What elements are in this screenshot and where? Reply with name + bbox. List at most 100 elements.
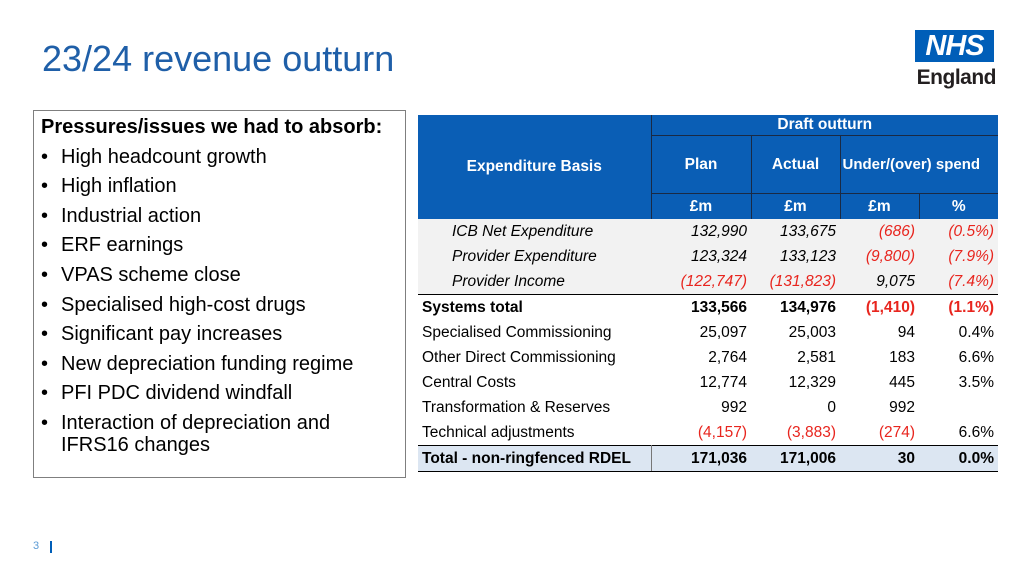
page-number: 3 bbox=[33, 540, 40, 552]
cell-actual: 134,976 bbox=[751, 294, 840, 320]
pressures-list: • High headcount growth • High inflation •… bbox=[41, 146, 399, 456]
cell-plan: 132,990 bbox=[690, 222, 747, 240]
header-actual: Actual bbox=[750, 135, 840, 194]
nhs-logo-text: NHS bbox=[925, 29, 984, 62]
row-label: ICB Net Expenditure bbox=[452, 222, 594, 240]
list-item: • Significant pay increases bbox=[41, 323, 283, 346]
table-row: Provider Expenditure 123,324 133,123 (9,… bbox=[418, 244, 999, 269]
nhs-england-logo: NHS England bbox=[914, 30, 997, 90]
cell-plan: 12,774 bbox=[699, 373, 747, 391]
page-title: 23/24 revenue outturn bbox=[42, 38, 395, 79]
unit-variance: £m bbox=[839, 193, 919, 219]
bullet-icon: • bbox=[41, 234, 49, 257]
cell-variance: 992 bbox=[889, 398, 915, 416]
list-item: • VPAS scheme close bbox=[41, 263, 241, 286]
row-label: Total - non-ringfenced RDEL bbox=[418, 445, 652, 472]
bullet-icon: • bbox=[41, 323, 49, 346]
cell-variance: (9,800) bbox=[865, 247, 915, 265]
list-item: • Industrial action bbox=[41, 204, 202, 227]
row-label: Systems total bbox=[418, 294, 651, 320]
cell-variance: 30 bbox=[840, 445, 919, 472]
table-row: Transformation & Reserves 992 0 992 bbox=[418, 395, 998, 420]
cell-percent: 0.0% bbox=[919, 445, 999, 472]
list-item: • PFI PDC dividend windfall bbox=[41, 382, 293, 405]
row-label: Provider Expenditure bbox=[452, 247, 597, 265]
list-item: • New depreciation funding regime bbox=[41, 352, 354, 375]
table-row: ICB Net Expenditure 132,990 133,675 (686… bbox=[418, 219, 999, 244]
table-row: Specialised Commissioning 25,097 25,003 … bbox=[418, 320, 998, 345]
cell-plan: (122,747) bbox=[680, 272, 747, 290]
cell-variance: (274) bbox=[878, 423, 915, 441]
row-label: Specialised Commissioning bbox=[422, 323, 612, 341]
cell-plan: 25,097 bbox=[699, 323, 747, 341]
bullet-icon: • bbox=[41, 204, 49, 227]
table-row: Technical adjustments (4,157) (3,883) (2… bbox=[418, 420, 998, 446]
table-row: Provider Income (122,747) (131,823) 9,07… bbox=[418, 269, 999, 295]
table-units-row: £m £m £m % bbox=[418, 193, 999, 219]
bullet-icon: • bbox=[41, 293, 49, 316]
list-item: • Specialised high-cost drugs bbox=[41, 293, 306, 316]
bullet-icon: • bbox=[41, 175, 49, 198]
cell-variance: 183 bbox=[889, 348, 915, 366]
cell-percent: (7.4%) bbox=[948, 272, 995, 290]
header-plan: Plan bbox=[650, 135, 751, 194]
cell-plan: 133,566 bbox=[651, 294, 751, 320]
bullet-icon: • bbox=[41, 145, 49, 168]
cell-percent: (0.5%) bbox=[948, 222, 995, 240]
header-draft-outturn: Draft outturn bbox=[650, 115, 999, 136]
cell-actual: 133,675 bbox=[779, 222, 836, 240]
list-item: • High headcount growth bbox=[41, 145, 267, 168]
cell-actual: (131,823) bbox=[769, 272, 836, 290]
cell-actual: 2,581 bbox=[797, 348, 836, 366]
pressures-heading: Pressures/issues we had to absorb: bbox=[41, 116, 383, 138]
bullet-icon: • bbox=[41, 263, 49, 286]
bullet-icon: • bbox=[41, 352, 49, 375]
cell-percent: (7.9%) bbox=[948, 247, 995, 265]
cell-plan: 992 bbox=[721, 398, 747, 416]
nhs-logo-box: NHS bbox=[915, 30, 994, 62]
cell-actual: 12,329 bbox=[788, 373, 836, 391]
row-label: Provider Income bbox=[452, 272, 565, 290]
bullet-icon: • bbox=[41, 382, 49, 405]
unit-plan: £m bbox=[650, 193, 751, 219]
table-row: Central Costs 12,774 12,329 445 3.5% bbox=[418, 370, 998, 395]
cell-actual: 0 bbox=[827, 398, 836, 416]
cell-variance: 445 bbox=[889, 373, 915, 391]
row-label: Central Costs bbox=[422, 373, 516, 391]
cell-variance: (686) bbox=[878, 222, 915, 240]
unit-percent: % bbox=[918, 193, 999, 219]
cell-variance: 9,075 bbox=[876, 272, 915, 290]
cell-percent: 6.6% bbox=[958, 348, 995, 366]
cell-percent: 3.5% bbox=[958, 373, 995, 391]
cell-plan: 2,764 bbox=[708, 348, 747, 366]
row-label: Technical adjustments bbox=[422, 423, 575, 441]
table-row: Systems total 133,566 134,976 (1,410) (1… bbox=[418, 294, 999, 320]
cell-actual: 133,123 bbox=[779, 247, 836, 265]
cell-plan: 171,036 bbox=[651, 445, 751, 472]
nhs-logo-region: England bbox=[916, 66, 997, 89]
cell-actual: 25,003 bbox=[788, 323, 836, 341]
row-label: Other Direct Commissioning bbox=[422, 348, 616, 366]
table-header-row: Expenditure Basis Draft outturn bbox=[418, 115, 999, 219]
table-row: Other Direct Commissioning 2,764 2,581 1… bbox=[418, 345, 998, 370]
cell-percent: 0.4% bbox=[958, 323, 995, 341]
cell-actual: (3,883) bbox=[786, 423, 836, 441]
pressures-panel: Pressures/issues we had to absorb: • High… bbox=[33, 110, 406, 478]
cell-plan: 123,324 bbox=[690, 247, 747, 265]
cell-percent: (1.1%) bbox=[919, 294, 999, 320]
row-label: Transformation & Reserves bbox=[422, 398, 611, 416]
table-total-row: Total - non-ringfenced RDEL 171,036 171,… bbox=[418, 445, 999, 472]
table-header-row: Plan Actual Under/(over) spend bbox=[418, 135, 999, 194]
list-item: • ERF earnings bbox=[41, 234, 184, 257]
cell-percent bbox=[919, 395, 998, 420]
outturn-table: Expenditure Basis Draft outturn Plan Act… bbox=[418, 115, 999, 472]
cell-plan: (4,157) bbox=[697, 423, 747, 441]
cell-variance: 94 bbox=[897, 323, 915, 341]
header-expenditure-basis: Expenditure Basis bbox=[418, 115, 651, 219]
page-number-divider bbox=[50, 541, 52, 553]
list-item: • High inflation bbox=[41, 175, 177, 198]
cell-variance: (1,410) bbox=[840, 294, 919, 320]
cell-actual: 171,006 bbox=[751, 445, 840, 472]
list-item: • Interaction of depreciation and IFRS16 … bbox=[41, 411, 331, 456]
bullet-icon: • bbox=[41, 411, 49, 434]
